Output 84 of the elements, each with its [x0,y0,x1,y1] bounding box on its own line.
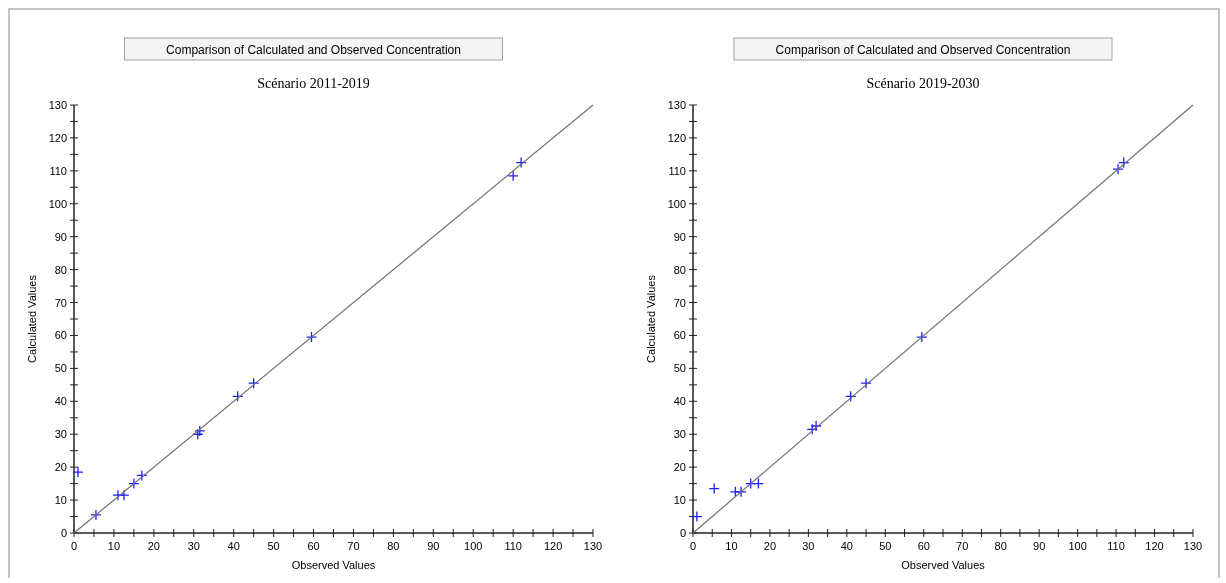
x-tick-label: 110 [1107,540,1125,552]
y-tick-label: 70 [54,296,67,309]
point [305,331,318,343]
y-axis-title: Calculated Values [645,274,657,363]
x-tick-label: 60 [307,540,320,552]
x-tick-label: 70 [956,540,969,552]
y-axis-title: Calculated Values [26,274,38,363]
point [916,331,928,343]
point [735,486,747,498]
point [515,156,527,169]
x-tick-label: 40 [840,540,853,552]
y-tick-label: 100 [48,197,67,210]
y-tick-label: 50 [673,362,686,375]
point [860,377,872,389]
x-axis-title: Observed Values [291,559,376,571]
x-tick-label: 120 [543,540,563,552]
x-tick-label: 50 [879,540,892,552]
x-tick-label: 50 [267,540,280,552]
chart-subtitle: Scénario 2019-2030 [866,76,980,91]
point [752,477,765,490]
y-tick-label: 130 [48,99,67,111]
y-tick-label: 120 [48,131,67,144]
x-tick-label: 110 [504,540,522,552]
chart-title: Comparison of Calculated and Observed Concentration [775,43,1071,57]
point [232,390,244,403]
y-tick-label: 50 [54,362,67,375]
point [507,170,519,182]
x-tick-label: 10 [107,540,121,552]
point [691,510,703,523]
point [708,482,720,495]
point [136,469,148,482]
x-tick-label: 10 [725,540,738,552]
x-tick-label: 120 [1145,540,1164,552]
y-tick-label: 10 [54,494,67,507]
y-tick-label: 30 [54,428,67,441]
y-tick-label: 40 [54,395,67,408]
y-tick-label: 110 [49,164,67,177]
y-tick-label: 60 [673,329,686,342]
y-tick-label: 120 [667,131,686,144]
y-tick-label: 40 [673,395,686,408]
x-tick-label: 100 [1068,540,1087,552]
point [845,390,857,403]
y-tick-label: 80 [54,263,67,276]
y-tick-label: 100 [667,197,686,210]
point [248,377,260,389]
x-tick-label: 80 [387,540,400,552]
y-tick-label: 70 [673,296,686,309]
x-axis-title: Observed Values [901,559,986,571]
x-tick-label: 70 [347,540,360,552]
point [1112,163,1124,175]
y-tick-label: 20 [673,461,686,474]
y-tick-label: 90 [673,230,686,243]
x-tick-label: 0 [70,540,78,552]
y-tick-label: 130 [667,99,686,111]
x-tick-label: 90 [1033,540,1046,552]
y-tick-label: 20 [54,461,67,474]
y-tick-label: 110 [668,164,686,177]
y-tick-label: 30 [673,428,686,441]
y-tick-label: 0 [60,527,67,539]
point [1118,156,1130,169]
x-tick-label: 90 [427,540,440,552]
point [128,477,140,490]
point [810,420,822,432]
point [118,489,130,501]
x-tick-label: 0 [689,540,697,552]
x-tick-label: 100 [464,540,483,552]
y-tick-label: 80 [673,263,686,276]
x-tick-label: 60 [917,540,930,552]
chart-subtitle: Scénario 2011-2019 [257,76,370,91]
x-tick-label: 20 [763,540,777,552]
x-tick-label: 30 [187,540,200,552]
x-tick-label: 130 [583,540,603,552]
y-tick-label: 0 [679,527,686,539]
x-tick-label: 20 [147,540,160,552]
x-tick-label: 30 [802,540,815,552]
x-tick-label: 130 [1183,540,1203,552]
point [72,466,84,478]
chart-title: Comparison of Calculated and Observed Concentration [166,43,461,57]
y-tick-label: 10 [673,494,686,507]
point [90,509,102,521]
x-tick-label: 40 [227,540,240,552]
y-tick-label: 90 [54,230,67,243]
y-tick-label: 60 [54,329,67,342]
x-tick-label: 80 [994,540,1007,552]
